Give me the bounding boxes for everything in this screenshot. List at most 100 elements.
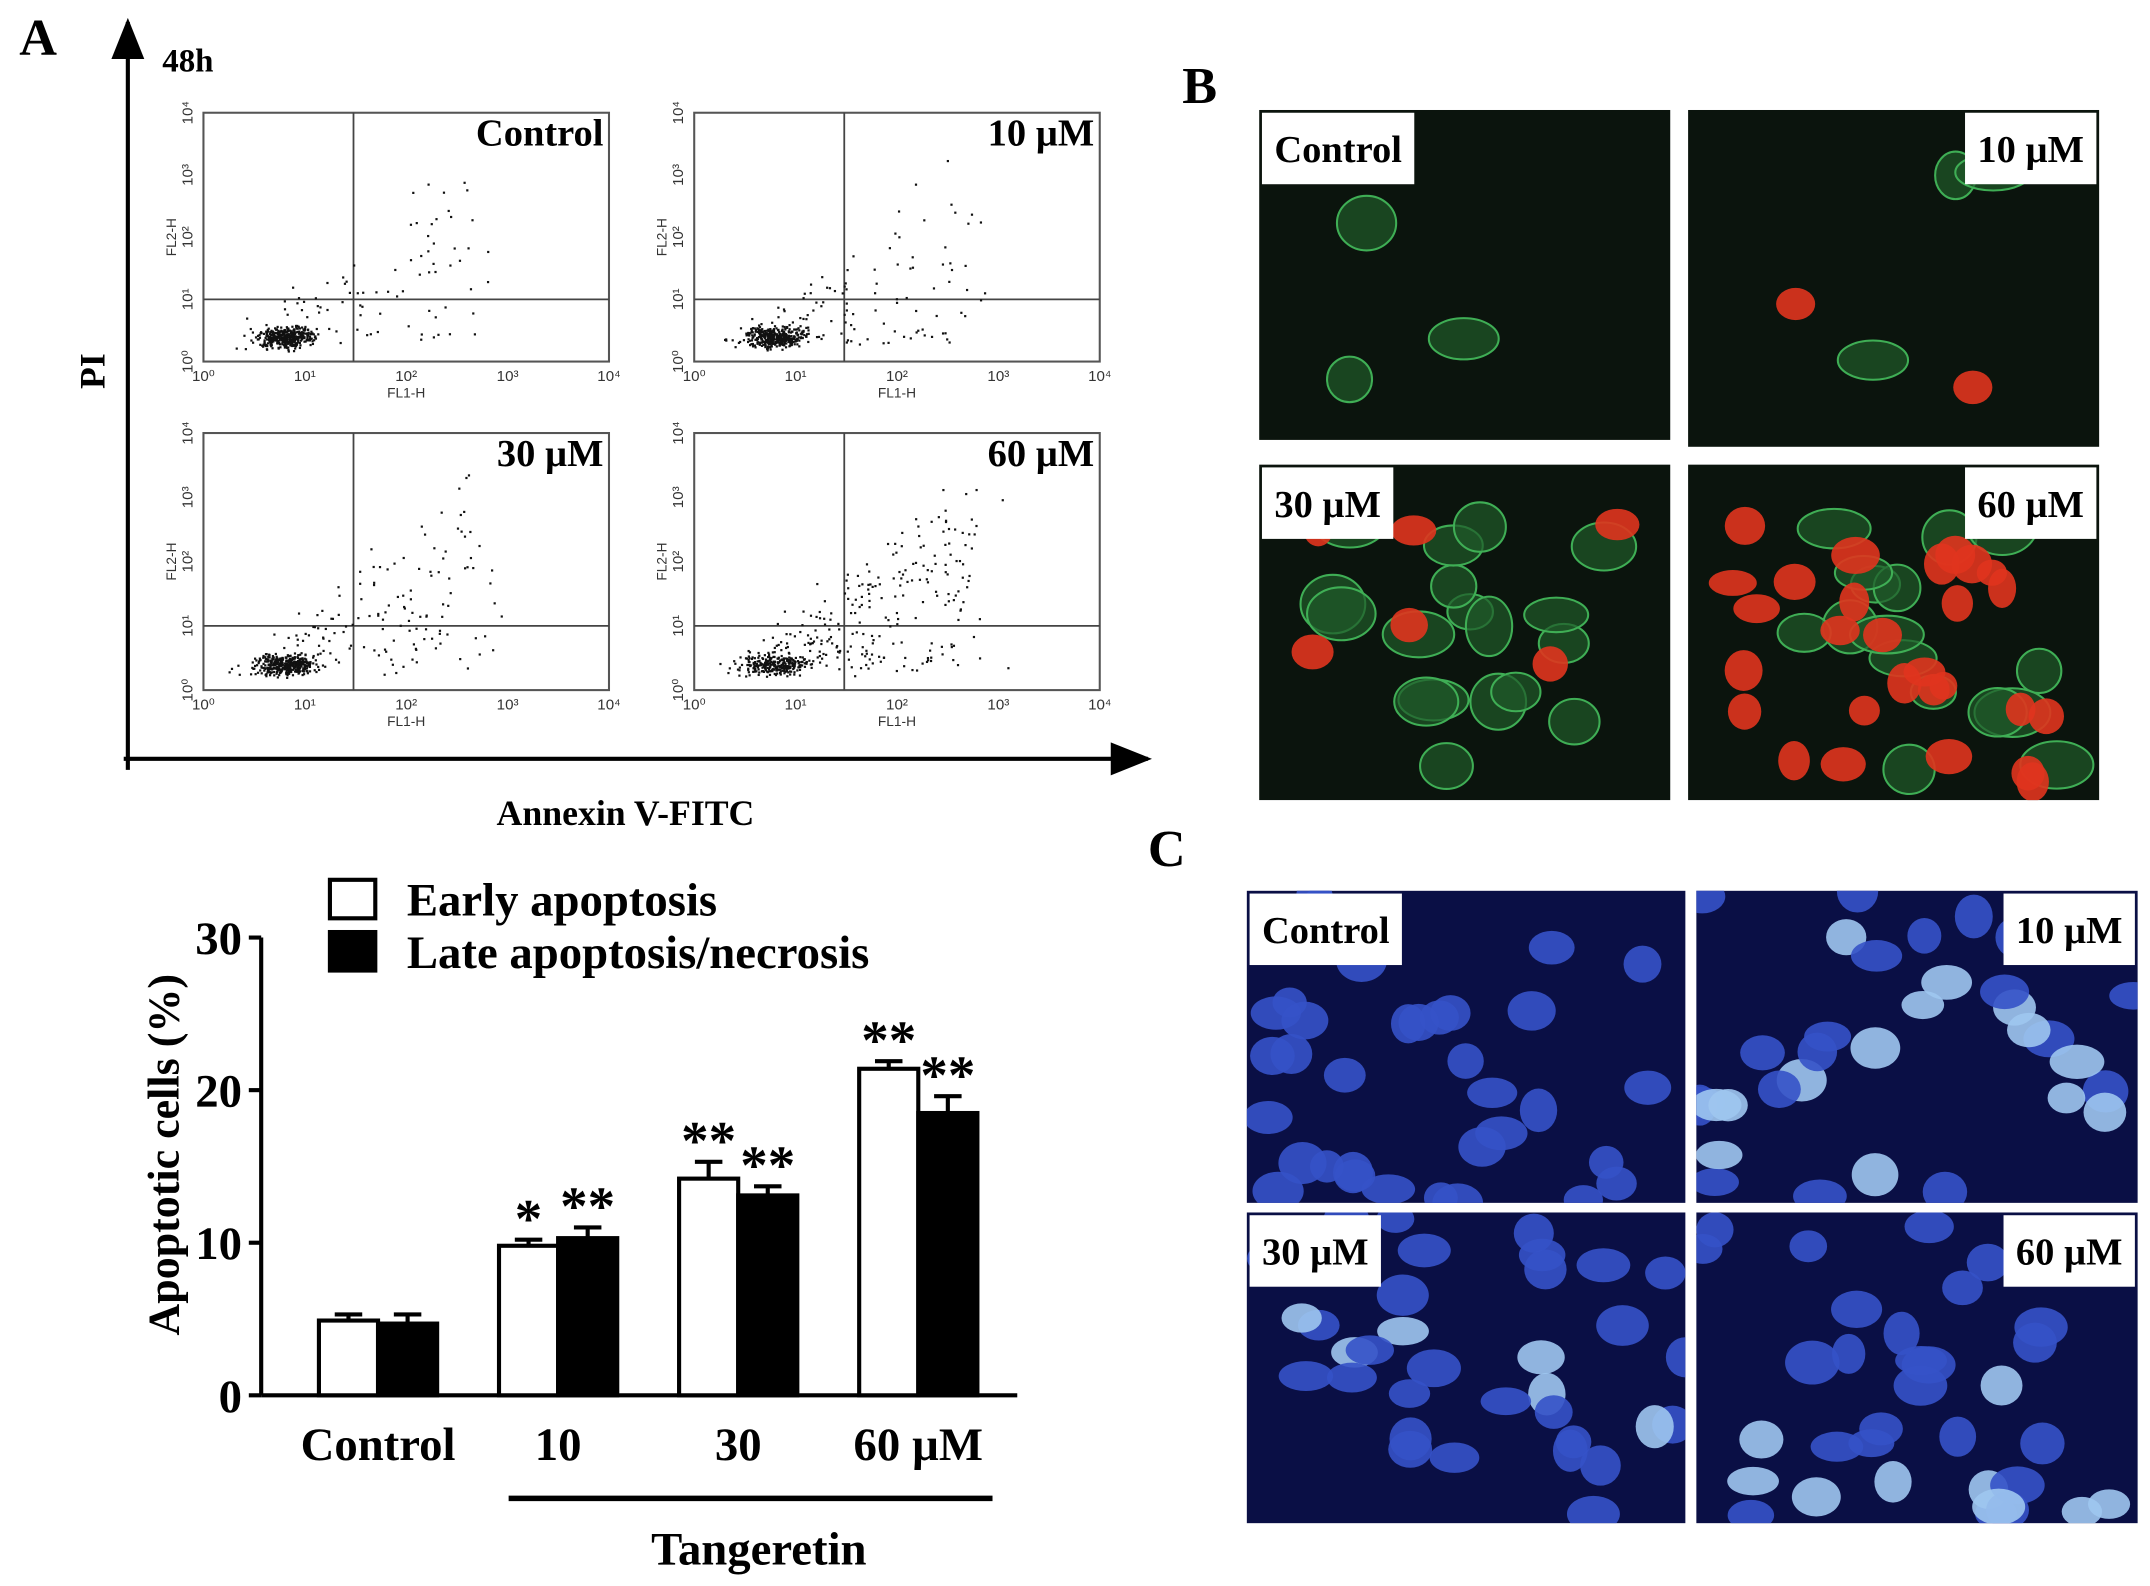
- event-dot: [255, 659, 258, 662]
- event-dot: [756, 341, 759, 344]
- event-dot: [447, 209, 450, 213]
- x-tick-label: 10⁴: [1088, 368, 1111, 385]
- event-dot: [324, 627, 327, 631]
- event-dot: [771, 651, 774, 654]
- event-dot: [878, 635, 881, 638]
- event-dot: [825, 664, 828, 667]
- event-dot: [762, 343, 765, 346]
- event-dot: [290, 662, 293, 666]
- event-dot: [301, 326, 304, 329]
- event-dot: [780, 641, 783, 644]
- event-dot: [440, 511, 443, 514]
- event-dot: [727, 671, 730, 675]
- x-tick-label: 60 µM: [854, 1419, 983, 1471]
- event-dot: [361, 305, 364, 308]
- event-dot: [748, 339, 752, 342]
- event-dot: [830, 612, 833, 615]
- event-dot: [269, 659, 272, 662]
- nucleus: [1883, 1311, 1920, 1355]
- event-dot: [277, 346, 280, 349]
- event-dot: [820, 305, 823, 308]
- event-dot: [823, 600, 826, 603]
- event-dot: [432, 336, 435, 339]
- x-tick-label: 10⁴: [1088, 696, 1111, 713]
- event-dot: [965, 492, 968, 496]
- event-dot: [837, 622, 840, 626]
- event-dot: [297, 297, 301, 300]
- event-dot: [281, 334, 284, 337]
- event-dot: [783, 661, 786, 664]
- nucleus: [1696, 1168, 1739, 1197]
- event-dot: [787, 671, 790, 674]
- event-dot: [816, 636, 819, 639]
- legend-swatch: [327, 877, 378, 921]
- event-dot: [801, 656, 804, 659]
- event-dot: [301, 332, 304, 335]
- event-dot: [256, 334, 260, 338]
- event-dot: [253, 657, 257, 660]
- event-dot: [399, 624, 402, 627]
- significance-mark: *: [515, 1188, 542, 1249]
- event-dot: [771, 330, 774, 334]
- event-dot: [822, 334, 825, 337]
- event-dot: [348, 291, 351, 294]
- cell-red: [2016, 762, 2049, 801]
- event-dot: [785, 646, 788, 650]
- event-dot: [279, 346, 282, 349]
- event-dot: [271, 347, 274, 350]
- event-dot: [302, 300, 306, 303]
- event-dot: [925, 578, 928, 581]
- event-dot: [918, 578, 922, 581]
- event-dot: [269, 343, 272, 346]
- event-dot: [909, 267, 912, 270]
- event-dot: [818, 650, 821, 653]
- cell-green: [1326, 355, 1374, 404]
- event-dot: [294, 668, 297, 671]
- event-dot: [372, 565, 375, 569]
- event-dot: [796, 660, 800, 663]
- event-dot: [769, 329, 772, 332]
- event-dot: [287, 670, 291, 674]
- event-dot: [792, 667, 795, 671]
- event-dot: [428, 309, 431, 312]
- event-dot: [769, 341, 772, 345]
- event-dot: [789, 665, 792, 668]
- event-dot: [793, 328, 796, 331]
- event-dot: [295, 660, 298, 664]
- event-dot: [257, 660, 261, 663]
- panel-title: 60 µM: [1977, 484, 2084, 526]
- nucleus: [1377, 1317, 1429, 1346]
- event-dot: [954, 528, 957, 531]
- event-dot: [393, 562, 396, 565]
- x-tick-label: 10⁴: [597, 696, 620, 713]
- nucleus: [1850, 940, 1903, 972]
- event-dot: [944, 509, 947, 512]
- event-dot: [776, 662, 780, 665]
- event-dot: [753, 666, 756, 669]
- event-dot: [486, 280, 490, 284]
- event-dot: [746, 340, 750, 344]
- event-dot: [898, 570, 901, 574]
- event-dot: [442, 191, 446, 194]
- event-dot: [317, 311, 321, 314]
- event-dot: [774, 673, 778, 677]
- event-dot: [306, 333, 309, 336]
- event-dot: [822, 652, 825, 656]
- event-dot: [297, 612, 301, 615]
- event-dot: [262, 343, 265, 346]
- event-dot: [894, 232, 897, 235]
- cell-red: [1976, 559, 2008, 586]
- event-dot: [757, 328, 760, 331]
- event-dot: [843, 592, 847, 595]
- event-dot: [376, 330, 379, 334]
- event-dot: [914, 183, 918, 186]
- event-dot: [293, 656, 297, 659]
- nucleus: [1376, 1212, 1415, 1233]
- event-dot: [790, 662, 793, 665]
- event-dot: [861, 653, 864, 656]
- event-dot: [362, 291, 365, 294]
- event-dot: [787, 667, 790, 670]
- event-dot: [771, 337, 775, 340]
- event-dot: [276, 336, 279, 340]
- nucleus: [1797, 1032, 1838, 1072]
